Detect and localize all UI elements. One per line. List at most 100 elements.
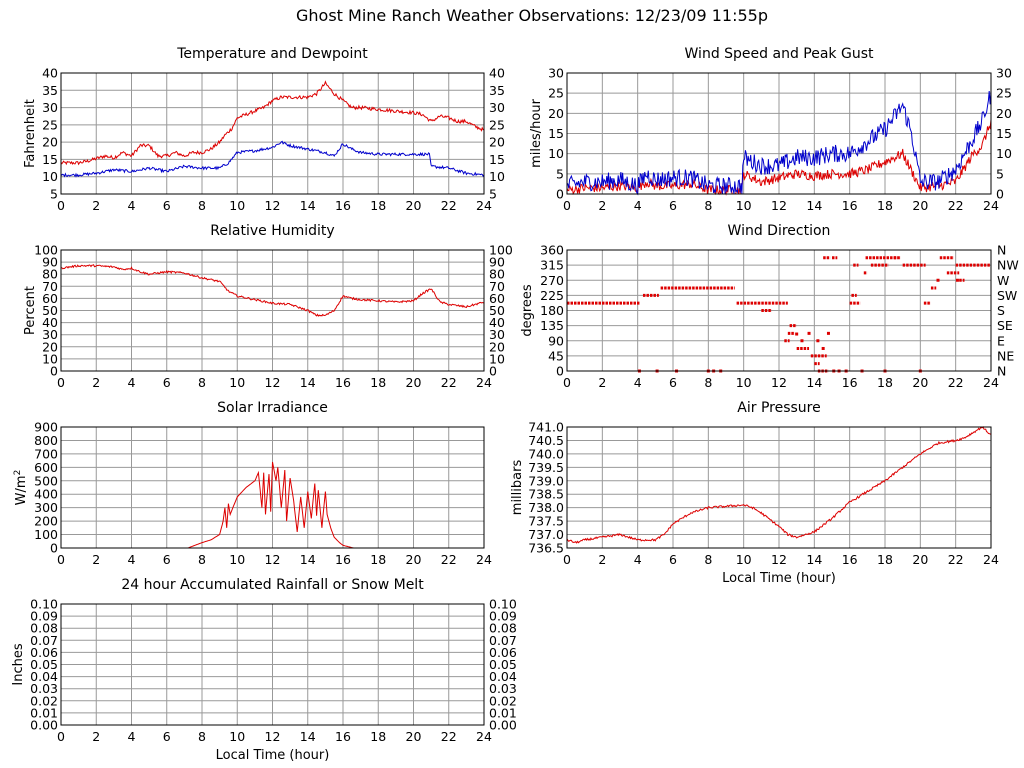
y-tick-label: 736.5 bbox=[528, 541, 564, 556]
x-tick-label: 24 bbox=[983, 198, 999, 213]
y-tick-label: 0.02 bbox=[30, 693, 58, 708]
page-title: Ghost Mine Ranch Weather Observations: 1… bbox=[296, 6, 768, 25]
x-tick-label: 24 bbox=[983, 552, 999, 567]
x-tick-label: 22 bbox=[948, 375, 964, 390]
y-tick-label: 738.0 bbox=[528, 500, 564, 515]
y-tick-label-right: 10 bbox=[996, 146, 1012, 161]
x-tick-label: 14 bbox=[300, 198, 316, 213]
x-tick-label: 8 bbox=[198, 375, 206, 390]
y-tick-label: 739.5 bbox=[528, 460, 564, 475]
y-tick-label: 90 bbox=[42, 255, 58, 270]
y-tick-label: 738.5 bbox=[528, 487, 564, 502]
y-tick-label: 10 bbox=[548, 146, 564, 161]
x-tick-label: 12 bbox=[265, 198, 281, 213]
y-tick-label-right: 25 bbox=[996, 86, 1012, 101]
y-tick-label: 740.5 bbox=[528, 433, 564, 448]
x-tick-label: 22 bbox=[441, 375, 457, 390]
y-tick-labels: 0.000.010.020.030.040.050.060.070.080.09… bbox=[30, 597, 58, 733]
x-tick-label: 14 bbox=[806, 375, 822, 390]
x-tick-label: 16 bbox=[842, 198, 858, 213]
y-tick-label-right: 40 bbox=[489, 66, 505, 81]
x-tick-label: 16 bbox=[842, 375, 858, 390]
y-tick-label-right: 0.01 bbox=[489, 705, 517, 720]
compass-label: N bbox=[997, 243, 1006, 258]
y-tick-label: 10 bbox=[42, 169, 58, 184]
x-tick-label: 0 bbox=[563, 198, 571, 213]
x-tick-labels: 0 2 4 6 8 10 12 14 16 18 20 22 24 bbox=[563, 552, 999, 567]
y-tick-label-right: 5 bbox=[996, 166, 1004, 181]
x-tick-label: 0 bbox=[57, 375, 65, 390]
grid bbox=[61, 73, 484, 194]
x-tick-label: 22 bbox=[441, 552, 457, 567]
chart-title: 24 hour Accumulated Rainfall or Snow Mel… bbox=[121, 577, 424, 593]
x-tick-label: 18 bbox=[877, 198, 893, 213]
y-tick-label: 0.06 bbox=[30, 645, 58, 660]
x-tick-label: 6 bbox=[669, 552, 677, 567]
y-tick-label-right: 0.06 bbox=[489, 645, 517, 660]
y-tick-label-right: 30 bbox=[489, 327, 505, 342]
y-tick-label-right: 0.10 bbox=[489, 597, 517, 612]
x-tick-label: 14 bbox=[300, 375, 316, 390]
y-tick-label-right: 35 bbox=[489, 83, 505, 98]
y-tick-labels-right: 5 10 15 20 25 30 35 40 bbox=[489, 66, 505, 202]
y-tick-labels: 736.5737.0737.5738.0738.5739.0739.5740.0… bbox=[528, 420, 564, 556]
y-tick-label: 0.04 bbox=[30, 669, 58, 684]
y-tick-label-right: 30 bbox=[489, 100, 505, 115]
y-tick-label-right: 20 bbox=[489, 339, 505, 354]
y-tick-label: 25 bbox=[42, 117, 58, 132]
y-tick-label-right: 60 bbox=[489, 291, 505, 306]
x-tick-label: 14 bbox=[806, 552, 822, 567]
x-tick-label: 16 bbox=[335, 729, 351, 744]
x-tick-label: 12 bbox=[771, 198, 787, 213]
y-tick-label-right: 20 bbox=[996, 106, 1012, 121]
plot-frame bbox=[566, 72, 992, 195]
y-tick-label: 30 bbox=[42, 100, 58, 115]
grid bbox=[567, 250, 991, 371]
series-line-1 bbox=[60, 80, 485, 166]
x-tick-labels: 0 2 4 6 8 10 12 14 16 18 20 22 24 bbox=[57, 198, 492, 213]
x-tick-label: 16 bbox=[335, 552, 351, 567]
plot-frame bbox=[60, 603, 485, 726]
compass-label: N bbox=[997, 364, 1006, 379]
y-tick-label: 0.01 bbox=[30, 705, 58, 720]
y-tick-label-right: 10 bbox=[489, 169, 505, 184]
chart-rainfall: 24 hour Accumulated Rainfall or Snow Mel… bbox=[11, 577, 517, 763]
chart-title: Wind Direction bbox=[728, 223, 831, 239]
plot-frame bbox=[566, 426, 992, 549]
x-tick-label: 12 bbox=[265, 552, 281, 567]
y-tick-label: 35 bbox=[42, 83, 58, 98]
x-tick-labels: 0 2 4 6 8 10 12 14 16 18 20 22 24 bbox=[57, 552, 492, 567]
y-tick-label-right: 40 bbox=[489, 315, 505, 330]
x-tick-label: 2 bbox=[92, 375, 100, 390]
y-tick-label: 40 bbox=[42, 315, 58, 330]
direction-point bbox=[816, 339, 820, 343]
x-tick-label: 14 bbox=[300, 552, 316, 567]
direction-point bbox=[795, 332, 799, 336]
x-tick-label: 6 bbox=[163, 375, 171, 390]
grid bbox=[61, 250, 484, 371]
x-tick-label: 12 bbox=[265, 729, 281, 744]
y-tick-label: 0.08 bbox=[30, 621, 58, 636]
x-tick-label: 12 bbox=[265, 375, 281, 390]
direction-point bbox=[821, 346, 825, 350]
x-tick-label: 6 bbox=[163, 552, 171, 567]
x-tick-label: 18 bbox=[370, 375, 386, 390]
x-tick-label: 24 bbox=[476, 729, 492, 744]
chart-title: Temperature and Dewpoint bbox=[176, 46, 368, 62]
compass-label: NW bbox=[997, 258, 1019, 273]
x-tick-label: 8 bbox=[198, 198, 206, 213]
y-tick-label: 90 bbox=[548, 333, 564, 348]
x-tick-label: 14 bbox=[806, 198, 822, 213]
x-tick-label: 8 bbox=[704, 552, 712, 567]
compass-label: S bbox=[997, 303, 1005, 318]
x-tick-label: 2 bbox=[598, 552, 606, 567]
x-tick-label: 10 bbox=[736, 375, 752, 390]
x-tick-label: 20 bbox=[912, 552, 928, 567]
x-tick-label: 10 bbox=[229, 729, 245, 744]
plot-frame bbox=[60, 249, 485, 372]
y-tick-label-right: 100 bbox=[489, 243, 513, 258]
y-tick-label: 30 bbox=[548, 66, 564, 81]
y-tick-label: 0.09 bbox=[30, 609, 58, 624]
